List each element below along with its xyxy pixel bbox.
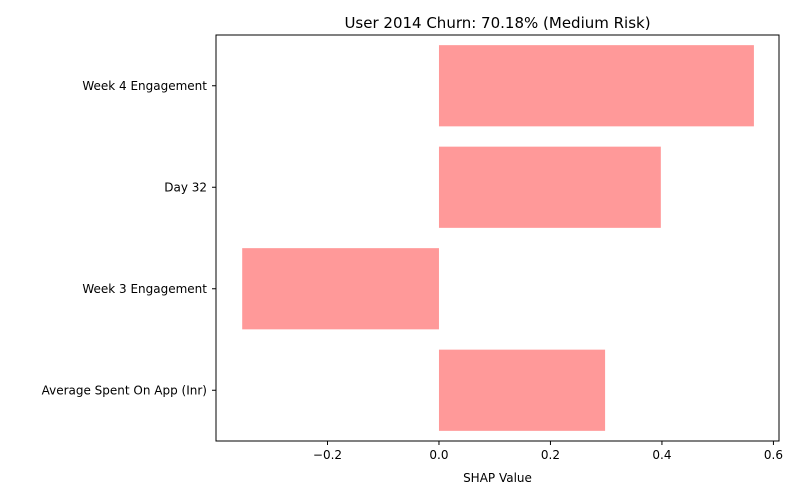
category-label: Day 32: [164, 180, 207, 194]
x-tick-label: 0.2: [541, 448, 560, 462]
x-tick-label: 0.6: [764, 448, 783, 462]
category-label: Week 4 Engagement: [82, 79, 207, 93]
x-tick-label: −0.2: [313, 448, 342, 462]
category-label: Average Spent On App (Inr): [42, 383, 207, 397]
bar-day-32: [438, 146, 661, 228]
x-tick-label: 0.4: [652, 448, 671, 462]
x-axis-ticks: −0.2 0.0 0.2 0.4 0.6: [313, 441, 783, 462]
category-labels: Week 4 Engagement Day 32 Week 3 Engagement…: [42, 79, 216, 397]
chart-title: User 2014 Churn: 70.18% (Medium Risk): [344, 14, 650, 32]
bars-group: [242, 45, 754, 431]
bar-average-spent-on-app-inr: [438, 349, 606, 431]
x-axis-label: SHAP Value: [463, 471, 532, 485]
category-label: Week 3 Engagement: [82, 282, 207, 296]
bar-week-3-engagement: [242, 248, 439, 330]
x-tick-label: 0.0: [429, 448, 448, 462]
plot-frame: [215, 34, 780, 442]
bar-week-4-engagement: [438, 45, 754, 127]
